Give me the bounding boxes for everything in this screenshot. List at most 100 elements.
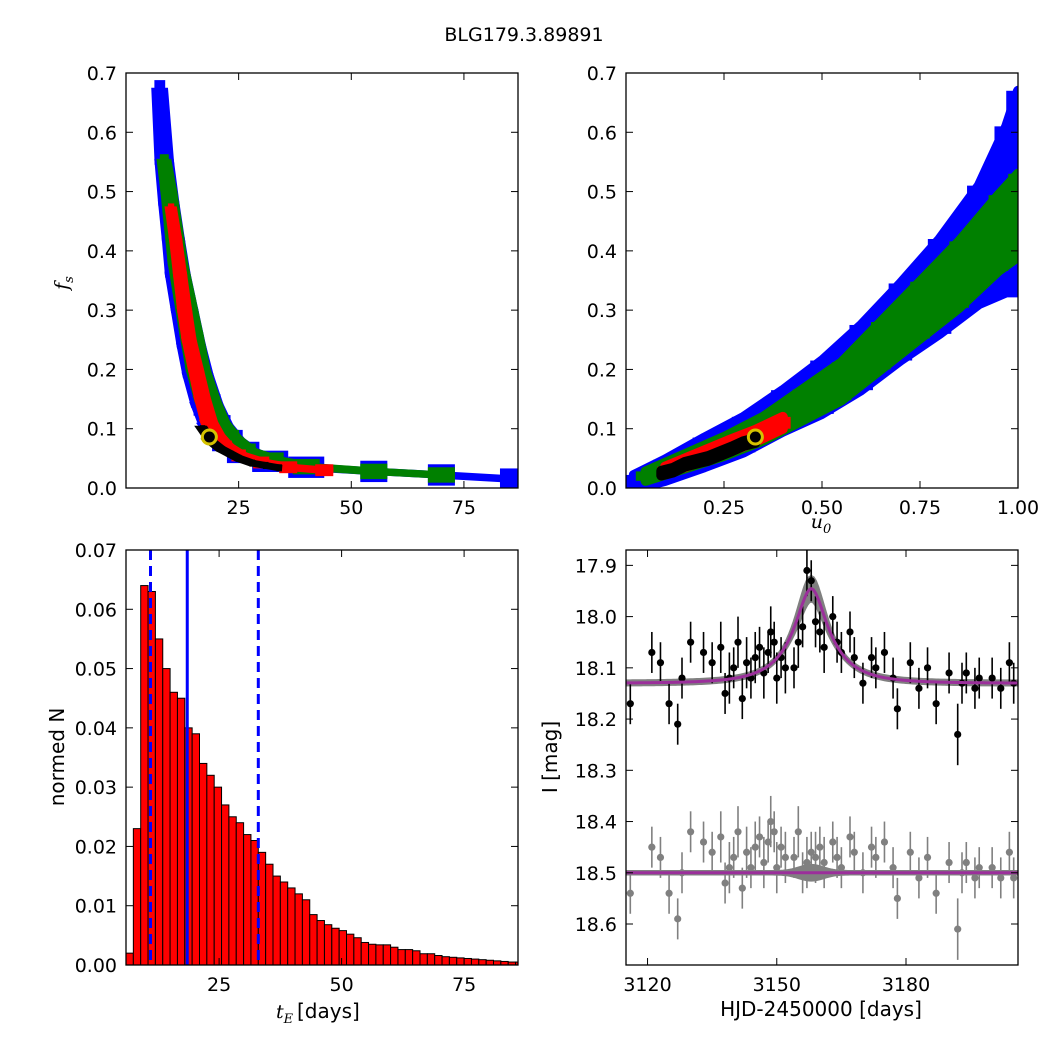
y-tick-label: 0.01 [75, 896, 117, 918]
residual-point [773, 864, 781, 872]
y-tick-label: 0.2 [587, 359, 617, 381]
data-point [820, 643, 828, 651]
residual-point [932, 889, 940, 897]
y-tick-label: 18.2 [575, 709, 617, 731]
y-tick-label: 0.3 [587, 300, 617, 322]
data-point [859, 679, 867, 687]
residual-point [997, 874, 1005, 882]
data-point [1005, 659, 1013, 667]
data-point [945, 669, 953, 677]
data-point [674, 720, 682, 728]
data-point [755, 643, 764, 651]
data-point [770, 638, 778, 646]
density-cell-black [691, 458, 702, 464]
best-fit-marker [746, 428, 764, 446]
residual-point [730, 853, 738, 862]
plot-area [626, 85, 1018, 488]
residual-point [687, 828, 695, 836]
residual-point [781, 853, 789, 862]
y-tick-label: 18.5 [575, 863, 617, 885]
y-tick-label: 18.3 [575, 760, 617, 782]
residual-point [656, 853, 665, 862]
y-tick-label: 18.6 [575, 914, 617, 936]
x-tick-label: 0.50 [801, 497, 843, 519]
residual-point [893, 894, 901, 902]
density-region-blue [151, 87, 175, 165]
density-cell-green [910, 281, 930, 339]
residual-point [837, 864, 845, 872]
x-tick-label: 50 [339, 497, 363, 519]
density-region-red [172, 271, 193, 314]
residual-point [770, 828, 778, 836]
histogram-bar [176, 697, 186, 965]
data-point [734, 638, 742, 646]
residual-point [923, 853, 932, 862]
histogram-bar [426, 953, 436, 965]
panel-light-curve: 3120 3150 3180 17.9 18.0 18.1 18.2 18.3 18.4 18.5… [575, 549, 1019, 996]
histogram-bar [397, 949, 406, 965]
y-tick-label: 0.07 [75, 540, 117, 562]
ylabel-normed-n: normed N [45, 708, 69, 807]
density-cell-black [703, 455, 714, 461]
residual-point [767, 817, 775, 826]
histogram-bar [309, 914, 318, 965]
axes-frame [125, 549, 519, 966]
residual-point [833, 853, 841, 862]
data-point [975, 674, 983, 682]
y-tick-label: 0.06 [75, 599, 117, 621]
residual-point [760, 858, 768, 867]
model-curve [626, 587, 1018, 685]
axes-frame [125, 72, 519, 489]
panel-fs-vs-u0: 0.25 0.50 0.75 1.00 0.0 0.1 0.2 0.3 0.4 0.5 0.6 0.7 [587, 63, 1039, 519]
residual-point [906, 848, 914, 856]
histogram-bar [243, 834, 252, 965]
xlabel-tE: tE [276, 1001, 294, 1027]
density-cell-black [668, 467, 678, 473]
histogram-bar [353, 937, 362, 965]
residual-point [699, 838, 708, 846]
y-tick-label: 17.9 [575, 555, 617, 577]
density-cell-black [738, 441, 749, 446]
histogram-bar [213, 786, 223, 965]
histogram-bar [279, 881, 289, 965]
residual-point [846, 833, 854, 841]
density-region-red [176, 307, 198, 343]
residual-point [721, 879, 729, 887]
axes-frame [625, 549, 1019, 966]
histogram-bar [265, 863, 274, 965]
y-tick-label: 0.0 [87, 478, 117, 500]
data-point [648, 648, 656, 657]
residual-point [880, 838, 889, 846]
density-cell-green [831, 362, 852, 401]
plot-area [626, 550, 1018, 960]
data-point [997, 684, 1005, 692]
histogram-bar [441, 956, 450, 965]
histogram-bar [301, 899, 311, 965]
histogram-bar [221, 804, 230, 965]
data-point [915, 684, 923, 692]
residual-point [794, 828, 802, 836]
y-tick-label: 0.6 [587, 122, 617, 144]
histogram-bar [404, 949, 414, 965]
histogram-bar [331, 927, 340, 965]
x-tick-label: 3150 [753, 974, 801, 996]
density-region-red [168, 236, 188, 278]
residual-point [820, 858, 828, 867]
histogram-bar [375, 944, 384, 965]
histogram-bar [140, 585, 149, 965]
residual-point [962, 858, 970, 867]
residual-point [867, 843, 876, 851]
data-point [906, 659, 914, 667]
y-tick-label: 0.0 [587, 478, 617, 500]
y-tick-label: 0.4 [587, 241, 617, 263]
histogram-bar [316, 920, 325, 965]
density-cell-black [680, 461, 690, 467]
residual-point [945, 858, 953, 867]
residual-point [755, 833, 764, 841]
histogram-bar [448, 956, 458, 965]
ylabel-fs: fs [51, 276, 77, 292]
data-point [687, 638, 695, 646]
histogram-bar [434, 955, 443, 965]
residual-point [954, 925, 962, 933]
histogram-bar [235, 822, 245, 965]
